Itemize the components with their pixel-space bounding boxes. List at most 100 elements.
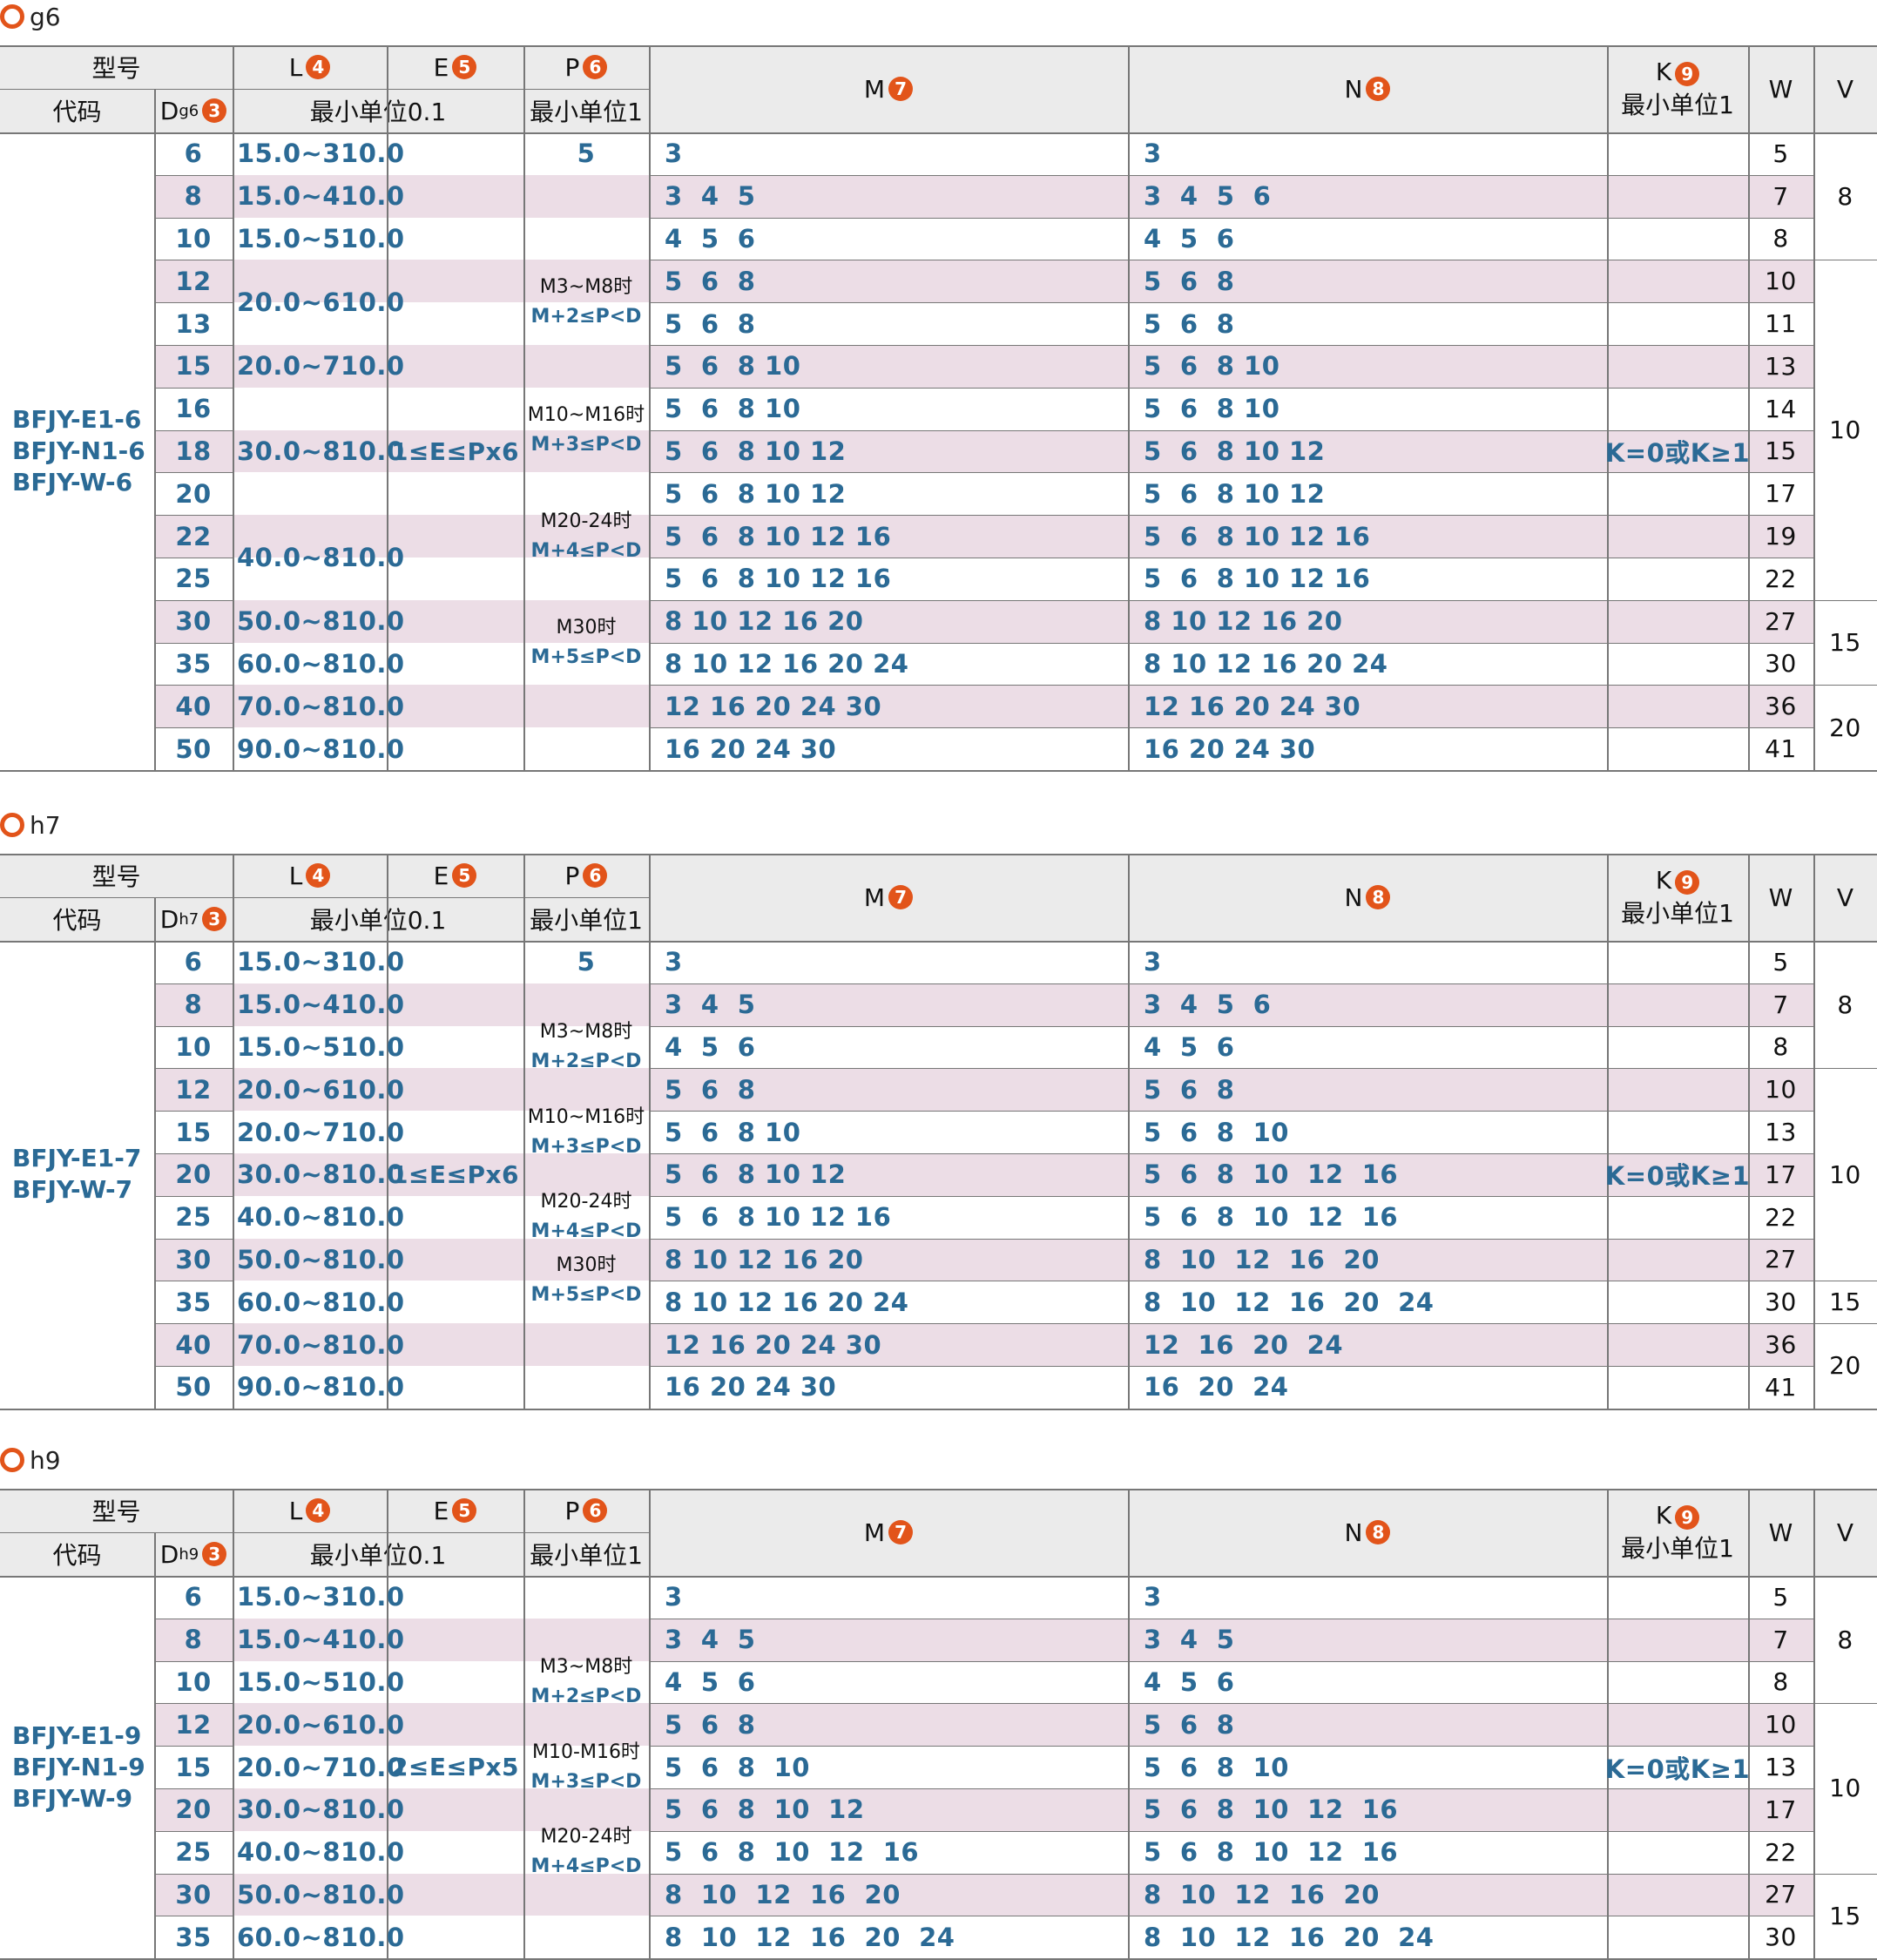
d-value: 25 (175, 1837, 212, 1868)
m-values: 3 (665, 947, 683, 977)
k-header: K 9 最小单位1 (1607, 1489, 1748, 1576)
row-divider (649, 1068, 1813, 1070)
d-value: 16 (175, 394, 212, 424)
w-value: 7 (1772, 1625, 1789, 1654)
column-divider (1813, 45, 1815, 770)
d-value: 40 (175, 1329, 212, 1360)
l-range: 30.0~810.0 (237, 1794, 405, 1825)
w-value: 10 (1765, 267, 1797, 296)
l-range: 70.0~810.0 (237, 691, 405, 721)
row-divider (154, 727, 233, 729)
row-divider (649, 599, 1813, 601)
w-value: 27 (1765, 1245, 1797, 1274)
l-range: 20.0~710.0 (237, 1752, 405, 1782)
row-divider (649, 302, 1813, 304)
row-stripe (154, 260, 1813, 303)
w-value: 5 (1772, 947, 1789, 977)
m-values: 4 5 6 (665, 223, 756, 253)
row-divider (154, 685, 233, 686)
row-divider (0, 897, 649, 898)
w-header: W (1748, 854, 1813, 941)
d-value: 25 (175, 1202, 212, 1233)
row-divider (0, 1489, 1877, 1490)
row-divider (154, 1873, 233, 1875)
w-value: 22 (1765, 564, 1797, 593)
v-header: V (1813, 45, 1877, 132)
n-values: 3 (1144, 947, 1162, 977)
k-header-text: K (1655, 57, 1672, 86)
m-values: 8 10 12 16 20 24 (665, 1922, 955, 1952)
m-values: 3 (665, 1582, 683, 1612)
row-divider (154, 1830, 233, 1832)
column-divider (233, 45, 234, 770)
k-header-unit: 最小单位1 (1621, 898, 1734, 928)
p-condition-formula: M+2≤P<D (530, 1686, 642, 1707)
l-range: 60.0~810.0 (237, 648, 405, 679)
e-range: 1≤E≤Px6 (390, 1159, 520, 1189)
row-stripe (154, 1153, 1813, 1196)
row-divider (0, 1576, 1877, 1578)
v-header: V (1813, 1489, 1877, 1576)
row-divider (154, 1746, 233, 1747)
section-title: h7 (0, 808, 348, 841)
l-range: 90.0~810.0 (237, 733, 405, 764)
l-range: 15.0~510.0 (237, 223, 405, 253)
l-range: 20.0~710.0 (237, 351, 405, 382)
d-value: 25 (175, 564, 212, 594)
row-stripe (154, 174, 1813, 218)
p-condition-label: M3~M8时 (539, 1656, 633, 1678)
model-header-text: 型号 (91, 862, 141, 891)
p-condition-formula: M+2≤P<D (530, 1051, 642, 1072)
row-divider (154, 1238, 233, 1240)
p-condition-formula: M+4≤P<D (530, 1220, 642, 1243)
w-value: 27 (1765, 1880, 1797, 1909)
column-divider (387, 1489, 388, 1959)
w-value: 36 (1765, 1330, 1797, 1360)
row-divider (649, 1788, 1813, 1789)
row-divider (649, 1153, 1813, 1154)
w-value: 30 (1765, 649, 1797, 679)
m-values: 16 20 24 30 (665, 733, 837, 764)
l-header-text: L (288, 1496, 303, 1525)
w-header-text: W (1768, 882, 1793, 912)
index-badge: 3 (202, 1542, 227, 1566)
n-values: 5 6 8 10 12 16 (1144, 1837, 1399, 1868)
n-values: 3 4 5 6 (1144, 990, 1272, 1020)
v-value: 8 (1837, 1625, 1853, 1654)
d-value: 30 (175, 606, 212, 637)
p-condition-label: M3~M8时 (539, 1021, 633, 1043)
row-stripe (154, 983, 1813, 1026)
section-title-text: g6 (30, 2, 61, 31)
n-values: 8 10 12 16 20 (1144, 1244, 1380, 1274)
column-divider (154, 897, 156, 1409)
k-range: K=0或K≥1 (1604, 1161, 1751, 1192)
v-header-text: V (1836, 74, 1854, 104)
e-range: 1≤E≤Px6 (390, 436, 520, 466)
row-divider (1813, 1068, 1877, 1070)
le-unit-header-text: 最小单位0.1 (309, 98, 447, 126)
row-stripe (154, 1238, 1813, 1281)
code-header: 代码 (0, 897, 154, 941)
k-header-text: K (1655, 865, 1672, 895)
n-values: 5 6 8 10 12 (1144, 478, 1326, 509)
l-range: 30.0~810.0 (237, 1159, 405, 1190)
m-values: 8 10 12 16 20 24 (665, 1287, 909, 1317)
d-value: 15 (175, 1117, 212, 1147)
d-value: 6 (184, 947, 203, 977)
l-range: 60.0~810.0 (237, 1287, 405, 1317)
l-header-text: L (288, 861, 303, 890)
model-code-list: BFJY-E1-9 BFJY-N1-9 BFJY-W-9 (0, 1576, 154, 1958)
index-badge: 3 (202, 98, 227, 123)
model-code: BFJY-E1-7 (12, 1144, 142, 1173)
model-code: BFJY-W-6 (12, 468, 133, 497)
d-value: 18 (175, 436, 212, 466)
m-header-text: M (863, 882, 886, 912)
e-header-text: E (433, 861, 449, 890)
n-header-text: N (1344, 74, 1363, 104)
row-divider (0, 941, 1877, 943)
w-value: 17 (1765, 1794, 1797, 1824)
